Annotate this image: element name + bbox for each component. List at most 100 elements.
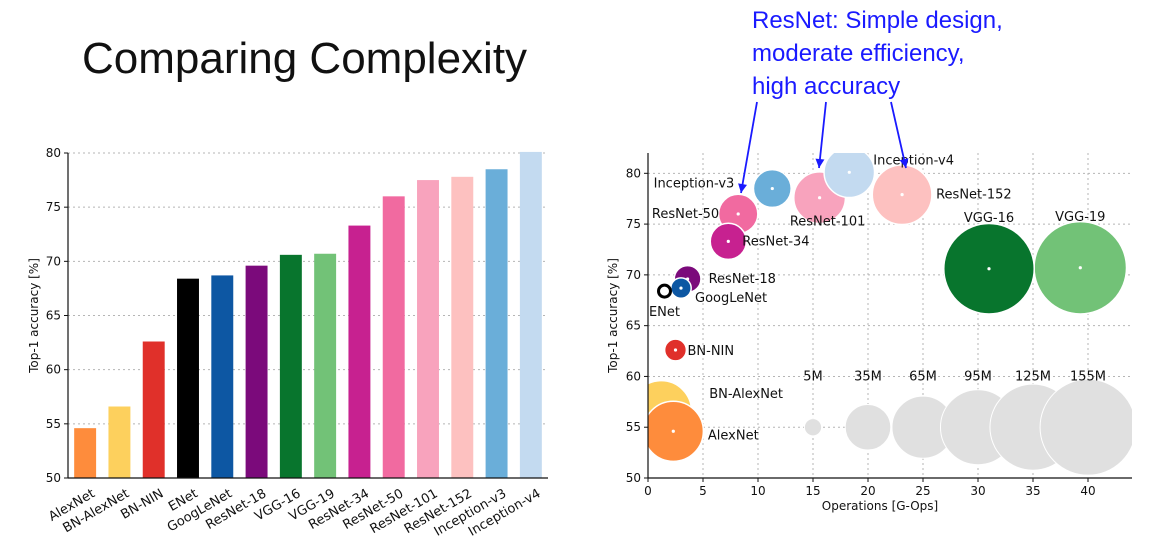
bar-y-tick-label: 55 (46, 417, 61, 431)
annotation-arrowhead (899, 158, 909, 168)
bubble (823, 153, 876, 199)
bar (177, 278, 199, 478)
bubble-y-axis-label: Top-1 accuracy [%] (606, 258, 620, 374)
bar (485, 169, 508, 478)
bubble-x-tick-label: 5 (699, 484, 707, 498)
bar (519, 151, 542, 478)
bubble-x-tick-label: 25 (915, 484, 930, 498)
bubble-center-dot (1078, 266, 1082, 270)
bubble (657, 283, 672, 299)
bubble-y-tick-label: 70 (626, 268, 641, 282)
size-legend-label: 35M (854, 369, 882, 384)
bubble (943, 222, 1035, 315)
bubble-label: ResNet-152 (936, 188, 1012, 203)
size-legend-label: 155M (1070, 369, 1106, 384)
bubble-center-dot (671, 429, 675, 433)
size-legend-bubble (844, 403, 892, 451)
size-legend-bubble (891, 395, 955, 459)
bubble (709, 222, 748, 261)
bar (382, 196, 405, 479)
bubble-plot-area (648, 153, 1132, 476)
size-legend-bubble (989, 383, 1077, 471)
bubble-center-dot (726, 239, 730, 243)
bubble-y-tick-label: 80 (626, 166, 641, 180)
annotation-arrow (740, 101, 758, 194)
size-legend-label: 95M (964, 369, 992, 384)
bubble-x-tick-label: 30 (970, 484, 985, 498)
bubble-label: Inception-v4 (873, 153, 954, 168)
bubble-label: VGG-16 (964, 211, 1014, 226)
size-legend-bubble (1039, 378, 1132, 476)
bubble-center-dot (818, 196, 822, 200)
bubble-label: ResNet-101 (790, 215, 866, 230)
bubble-label: BN-AlexNet (709, 387, 783, 402)
bubble-center-dot (673, 348, 678, 352)
bubble-label: ResNet-18 (709, 272, 776, 287)
bar (245, 265, 268, 478)
bubble-center-dot (736, 212, 740, 216)
bubble (871, 164, 933, 226)
bubble-center-dot (987, 267, 991, 271)
annotation-arrow (890, 101, 907, 169)
annotation-line-2: moderate efficiency, (752, 40, 965, 67)
bar-y-tick-label: 50 (46, 471, 61, 485)
size-legend-bubble (803, 418, 823, 437)
bubble (752, 168, 792, 209)
bar (348, 225, 371, 478)
bar-y-tick-label: 70 (46, 254, 61, 268)
bubble (648, 379, 693, 443)
size-legend-label: 65M (909, 369, 937, 384)
bubble (673, 264, 702, 294)
bubble-y-tick-label: 60 (626, 369, 641, 383)
bubble-y-tick-label: 75 (626, 217, 641, 231)
bubble-y-tick-label: 50 (626, 471, 641, 485)
bar-y-tick-label: 65 (46, 309, 61, 323)
bubble (717, 193, 759, 235)
bubble-x-axis-label: Operations [G-Ops] (822, 499, 938, 513)
annotation-arrowhead (815, 158, 825, 168)
bubble-center-dot (686, 277, 690, 281)
bar (108, 406, 131, 478)
bubble (1033, 220, 1128, 315)
bar (211, 275, 234, 478)
annotation-line-3: high accuracy (752, 73, 901, 100)
size-legend-label: 5M (803, 369, 823, 384)
bubble-label: ResNet-34 (742, 234, 809, 249)
size-legend-label: 125M (1015, 369, 1051, 384)
resnet-annotation: ResNet: Simple design, moderate efficien… (752, 4, 1003, 103)
bubble (670, 277, 692, 300)
annotation-line-1: ResNet: Simple design, (752, 7, 1003, 34)
bubble-label: AlexNet (708, 428, 759, 443)
bar (417, 180, 439, 479)
bubble-center-dot (679, 286, 683, 290)
bubble-label: Inception-v3 (654, 177, 735, 192)
bubble-center-dot (662, 289, 667, 293)
bubble-x-tick-label: 40 (1080, 484, 1095, 498)
bubble-x-tick-label: 35 (1025, 484, 1040, 498)
annotation-arrow (818, 101, 827, 169)
bubble-x-tick-label: 10 (750, 484, 765, 498)
bubble-center-dot (847, 170, 851, 174)
bar-y-tick-label: 60 (46, 363, 61, 377)
bubble (793, 171, 847, 225)
size-legend-bubble (939, 389, 1017, 466)
bubble (663, 338, 688, 362)
bubble-center-dot (900, 193, 904, 197)
bubble-center-dot (659, 409, 663, 413)
bubble-x-tick-label: 20 (860, 484, 875, 498)
bar (451, 176, 474, 479)
bubble-label: ENet (649, 305, 680, 320)
bubble-center-dot (770, 186, 774, 191)
bar (74, 428, 97, 478)
bubble-x-tick-label: 15 (805, 484, 820, 498)
bar-y-tick-label: 75 (46, 200, 61, 214)
bar-y-tick-label: 80 (46, 146, 61, 160)
bubble-x-tick-label: 0 (644, 484, 652, 498)
bar (142, 341, 165, 478)
bar (314, 253, 337, 478)
bubble-label: ResNet-50 (652, 207, 719, 222)
bubble-y-tick-label: 55 (626, 420, 641, 434)
bubble-label: BN-NIN (688, 344, 735, 359)
bar (279, 254, 302, 478)
